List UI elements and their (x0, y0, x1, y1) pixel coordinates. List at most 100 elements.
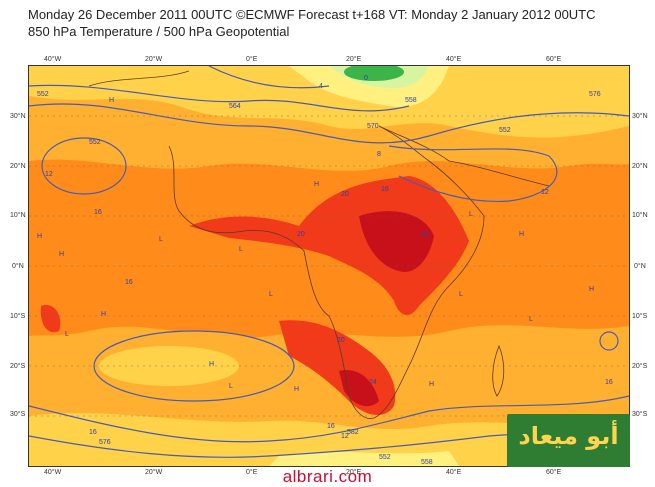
geopotential-contour-570 (29, 103, 629, 144)
lat-tick-left: 10°N (10, 212, 26, 219)
pressure-centre: L (469, 211, 473, 218)
temperature-band-south (29, 413, 629, 466)
lat-tick-left: 10°S (10, 313, 26, 320)
geopotential-contour-indian (599, 331, 619, 351)
temperature-label: 24 (421, 231, 429, 238)
pressure-centre: H (37, 233, 42, 240)
lon-tick-top: 60°E (546, 56, 562, 63)
lat-tick-left: 20°N (10, 163, 26, 170)
lon-tick-bottom: 20°E (346, 469, 362, 476)
contour-label: 576 (589, 91, 601, 98)
pressure-centre: H (109, 97, 114, 104)
contour-label: 570 (367, 123, 379, 130)
brand-logo-text: أبو ميعاد (518, 422, 619, 450)
map-title: Monday 26 December 2011 00UTC ©ECMWF For… (28, 7, 596, 22)
temperature-label: 12 (341, 433, 349, 440)
coastlines (88, 70, 550, 419)
lat-tick-right: 20°N (632, 163, 648, 170)
temperature-label: 20 (297, 231, 305, 238)
geopotential-contour-arabia (388, 145, 558, 203)
temperature-label: 12 (45, 171, 53, 178)
geopotential-contour-558 (208, 66, 330, 89)
pressure-centre: L (159, 236, 163, 243)
contour-label: 582 (347, 429, 359, 436)
temperature-band-hot-central (189, 176, 469, 316)
lat-tick-right: 30°S (632, 411, 648, 418)
pressure-centre: L (239, 246, 243, 253)
pressure-centre: L (229, 383, 233, 390)
lat-tick-right: 10°S (632, 313, 648, 320)
contour-label: 552 (379, 454, 391, 461)
pressure-centre: L (65, 331, 69, 338)
watermark-url: albrari.com (282, 467, 373, 486)
temperature-label: 16 (125, 279, 133, 286)
pressure-centre: L (459, 291, 463, 298)
lat-tick-left: 20°S (10, 363, 26, 370)
lon-tick-top: 0°E (246, 56, 258, 63)
pressure-centre: H (294, 386, 299, 393)
contour-label: 552 (37, 91, 49, 98)
pressure-centre: H (59, 251, 64, 258)
temperature-band-hottest-central (359, 211, 434, 272)
lon-tick-top: 40°E (446, 56, 462, 63)
lat-tick-right: 0°N (634, 263, 646, 270)
temperature-label: 16 (327, 423, 335, 430)
temperature-labels: 12 16 16 20 16 20 24 12 20 24 16 12 8 4 … (45, 75, 613, 440)
europe-coastline (88, 70, 190, 87)
contour-label: 552 (499, 127, 511, 134)
temperature-label: 16 (381, 186, 389, 193)
pressure-centre: L (529, 316, 533, 323)
lon-tick-bottom: 0°E (246, 469, 258, 476)
temperature-band-north (29, 66, 629, 138)
contour-label: 564 (229, 103, 241, 110)
temperature-label: 16 (89, 429, 97, 436)
contour-label: 558 (421, 459, 433, 466)
contour-label: 576 (99, 439, 111, 446)
temperature-label: 4 (319, 83, 323, 90)
geopotential-contour-564 (29, 84, 410, 112)
lat-tick-left: 30°S (10, 411, 26, 418)
pressure-centre: H (429, 381, 434, 388)
lon-tick-bottom: 40°E (446, 469, 462, 476)
temperature-patch-west (40, 305, 61, 333)
brand-logo: أبو ميعاد (507, 414, 630, 467)
pressure-centre: H (519, 231, 524, 238)
contour-labels: 552 570 558 552 576 582 552 564 552 558 … (37, 91, 601, 466)
temperature-label: 12 (541, 189, 549, 196)
temperature-label: 16 (94, 209, 102, 216)
lat-tick-right: 30°N (632, 113, 648, 120)
temperature-label: 0 (364, 75, 368, 82)
lon-tick-bottom: 40°W (44, 469, 62, 476)
lon-tick-top: 40°W (44, 56, 62, 63)
map-header: Monday 26 December 2011 00UTC ©ECMWF For… (28, 6, 596, 40)
pressure-centre: L (269, 291, 273, 298)
lat-tick-right: 10°N (632, 212, 648, 219)
temperature-band-south-cool (269, 451, 459, 466)
temperature-label: 20 (337, 337, 345, 344)
forecast-map-svg: 552 570 558 552 576 582 552 564 552 558 … (29, 66, 629, 466)
lat-tick-left: 30°N (10, 113, 26, 120)
lon-tick-bottom: 60°E (546, 469, 562, 476)
pressure-centre: H (101, 311, 106, 318)
map-subtitle: 850 hPa Temperature / 500 hPa Geopotenti… (28, 24, 290, 39)
temperature-label: 8 (377, 151, 381, 158)
temperature-cold-core (344, 66, 404, 81)
contour-label: 552 (89, 139, 101, 146)
geopotential-contour-576 (29, 395, 629, 443)
madagascar-coastline (492, 344, 505, 397)
contour-label: 558 (405, 97, 417, 104)
pressure-centre: H (589, 286, 594, 293)
lon-tick-top: 20°W (145, 56, 163, 63)
temperature-label: 16 (605, 379, 613, 386)
arabia-coast (448, 160, 550, 187)
pressure-centres: H H H H L L L H H L L H H L L H H L (37, 97, 594, 393)
lon-tick-bottom: 20°W (145, 469, 163, 476)
forecast-map: 552 570 558 552 576 582 552 564 552 558 … (28, 65, 630, 467)
lon-tick-top: 20°E (346, 56, 362, 63)
lat-tick-left: 0°N (12, 263, 24, 270)
red-sea-coast (378, 125, 450, 162)
africa-coastline (168, 125, 485, 419)
temperature-label: 24 (369, 379, 377, 386)
temperature-label: 20 (341, 191, 349, 198)
lat-tick-right: 20°S (632, 363, 648, 370)
